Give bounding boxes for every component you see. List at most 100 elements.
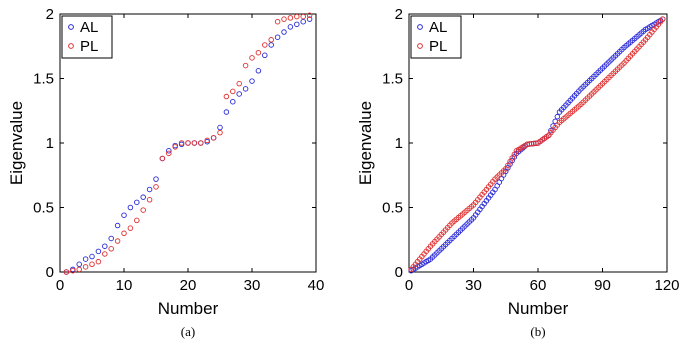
y-tick-label: 0.5 (382, 200, 403, 217)
data-point-al (268, 42, 274, 48)
tick-marks (59, 13, 317, 273)
y-tick-labels: 0 0.5 1 1.5 2 (382, 6, 403, 281)
data-point-pl (153, 184, 159, 190)
chart-panel-a: 0 10 20 30 40 0 0.5 1 1.5 2 Number Eigenvalue (a… (7, 6, 324, 339)
data-point-al (306, 16, 313, 22)
legend-marker-pl (68, 43, 74, 49)
data-point-al (108, 235, 114, 242)
data-point-pl (198, 140, 204, 146)
panel-caption: (b) (530, 324, 545, 339)
data-point-pl (659, 16, 666, 22)
data-point-pl (82, 264, 89, 270)
data-point-pl (268, 37, 274, 43)
data-point-al (76, 261, 82, 268)
y-tick-label: 1.5 (382, 71, 403, 88)
data-point-pl (281, 16, 287, 22)
x-tick-label: 10 (116, 277, 133, 294)
y-axis-label: Eigenvalue (356, 101, 375, 185)
data-point-pl (262, 42, 268, 48)
chart-panel-b: 0 30 60 90 120 0 0.5 1 1.5 2 Number Eigenvalue (… (356, 6, 680, 339)
data-point-al (249, 78, 255, 84)
data-point-pl (172, 144, 178, 150)
y-tick-label: 2 (46, 6, 54, 23)
data-point-al (146, 186, 153, 193)
data-point-pl (230, 88, 236, 95)
data-point-al (300, 18, 306, 25)
data-point-al (82, 256, 89, 262)
y-tick-label: 0.5 (33, 200, 54, 217)
legend-label-pl: PL (429, 38, 447, 55)
data-point-pl (255, 49, 262, 56)
data-point-pl (204, 137, 210, 144)
y-tick-label: 0 (395, 264, 403, 281)
data-point-pl (89, 261, 95, 268)
data-point-pl (178, 140, 185, 146)
data-point-pl (159, 155, 166, 162)
legend: AL PL (410, 15, 462, 59)
x-tick-label: 0 (56, 277, 64, 294)
data-point-al (217, 124, 223, 131)
x-axis-label: Number (508, 299, 569, 318)
x-tick-label: 20 (180, 277, 197, 294)
legend-marker-al (68, 24, 74, 30)
data-point-al (166, 147, 172, 154)
data-point-al (153, 176, 159, 182)
data-point-pl (191, 140, 198, 146)
data-point-pl (146, 197, 153, 203)
data-point-al (102, 243, 108, 249)
x-tick-labels: 0 30 60 90 120 (405, 277, 680, 294)
data-point-pl (306, 12, 313, 19)
data-point-pl (287, 15, 294, 21)
data-point-pl (140, 207, 146, 213)
data-point-pl (185, 140, 191, 146)
data-point-pl (108, 246, 114, 252)
x-tick-label: 40 (308, 277, 325, 294)
data-points (63, 12, 313, 275)
x-tick-labels: 0 10 20 30 40 (56, 277, 325, 294)
data-point-al (274, 34, 281, 40)
data-point-al (294, 21, 300, 28)
y-tick-label: 1 (46, 135, 54, 152)
data-point-al (281, 29, 287, 35)
data-point-pl (76, 266, 82, 273)
data-point-al (548, 127, 554, 134)
y-axis-label: Eigenvalue (7, 101, 26, 185)
data-point-pl (121, 230, 127, 237)
data-point-al (95, 248, 102, 255)
x-axis-label: Number (158, 299, 219, 318)
data-point-al (140, 194, 146, 200)
data-point-pl (114, 238, 121, 244)
data-point-pl (127, 225, 134, 231)
legend-marker-pl (417, 43, 423, 49)
data-point-pl (95, 258, 102, 265)
data-point-pl (274, 18, 281, 25)
data-point-pl (166, 150, 172, 157)
legend-label-al: AL (429, 19, 447, 36)
legend-label-al: AL (80, 19, 98, 36)
data-point-pl (217, 129, 223, 136)
legend-marker-al (417, 24, 423, 30)
x-tick-label: 30 (465, 277, 482, 294)
data-point-al (127, 204, 134, 211)
data-point-al (287, 24, 294, 30)
y-tick-label: 2 (395, 6, 403, 23)
data-point-pl (236, 80, 242, 87)
x-tick-label: 90 (594, 277, 611, 294)
data-point-al (242, 86, 249, 92)
data-point-al (223, 109, 230, 115)
data-point-al (262, 52, 268, 59)
y-tick-label: 1 (395, 135, 403, 152)
panel-caption: (a) (181, 324, 195, 339)
y-tick-label: 1.5 (33, 71, 54, 88)
legend-box (410, 15, 462, 59)
data-point-al (121, 212, 127, 218)
data-point-pl (242, 62, 249, 69)
x-tick-label: 30 (244, 277, 261, 294)
data-points (408, 16, 666, 274)
data-point-al (236, 91, 242, 97)
data-point-pl (134, 217, 140, 224)
data-point-al (134, 199, 140, 206)
x-tick-label: 0 (405, 277, 413, 294)
data-point-pl (210, 135, 217, 141)
